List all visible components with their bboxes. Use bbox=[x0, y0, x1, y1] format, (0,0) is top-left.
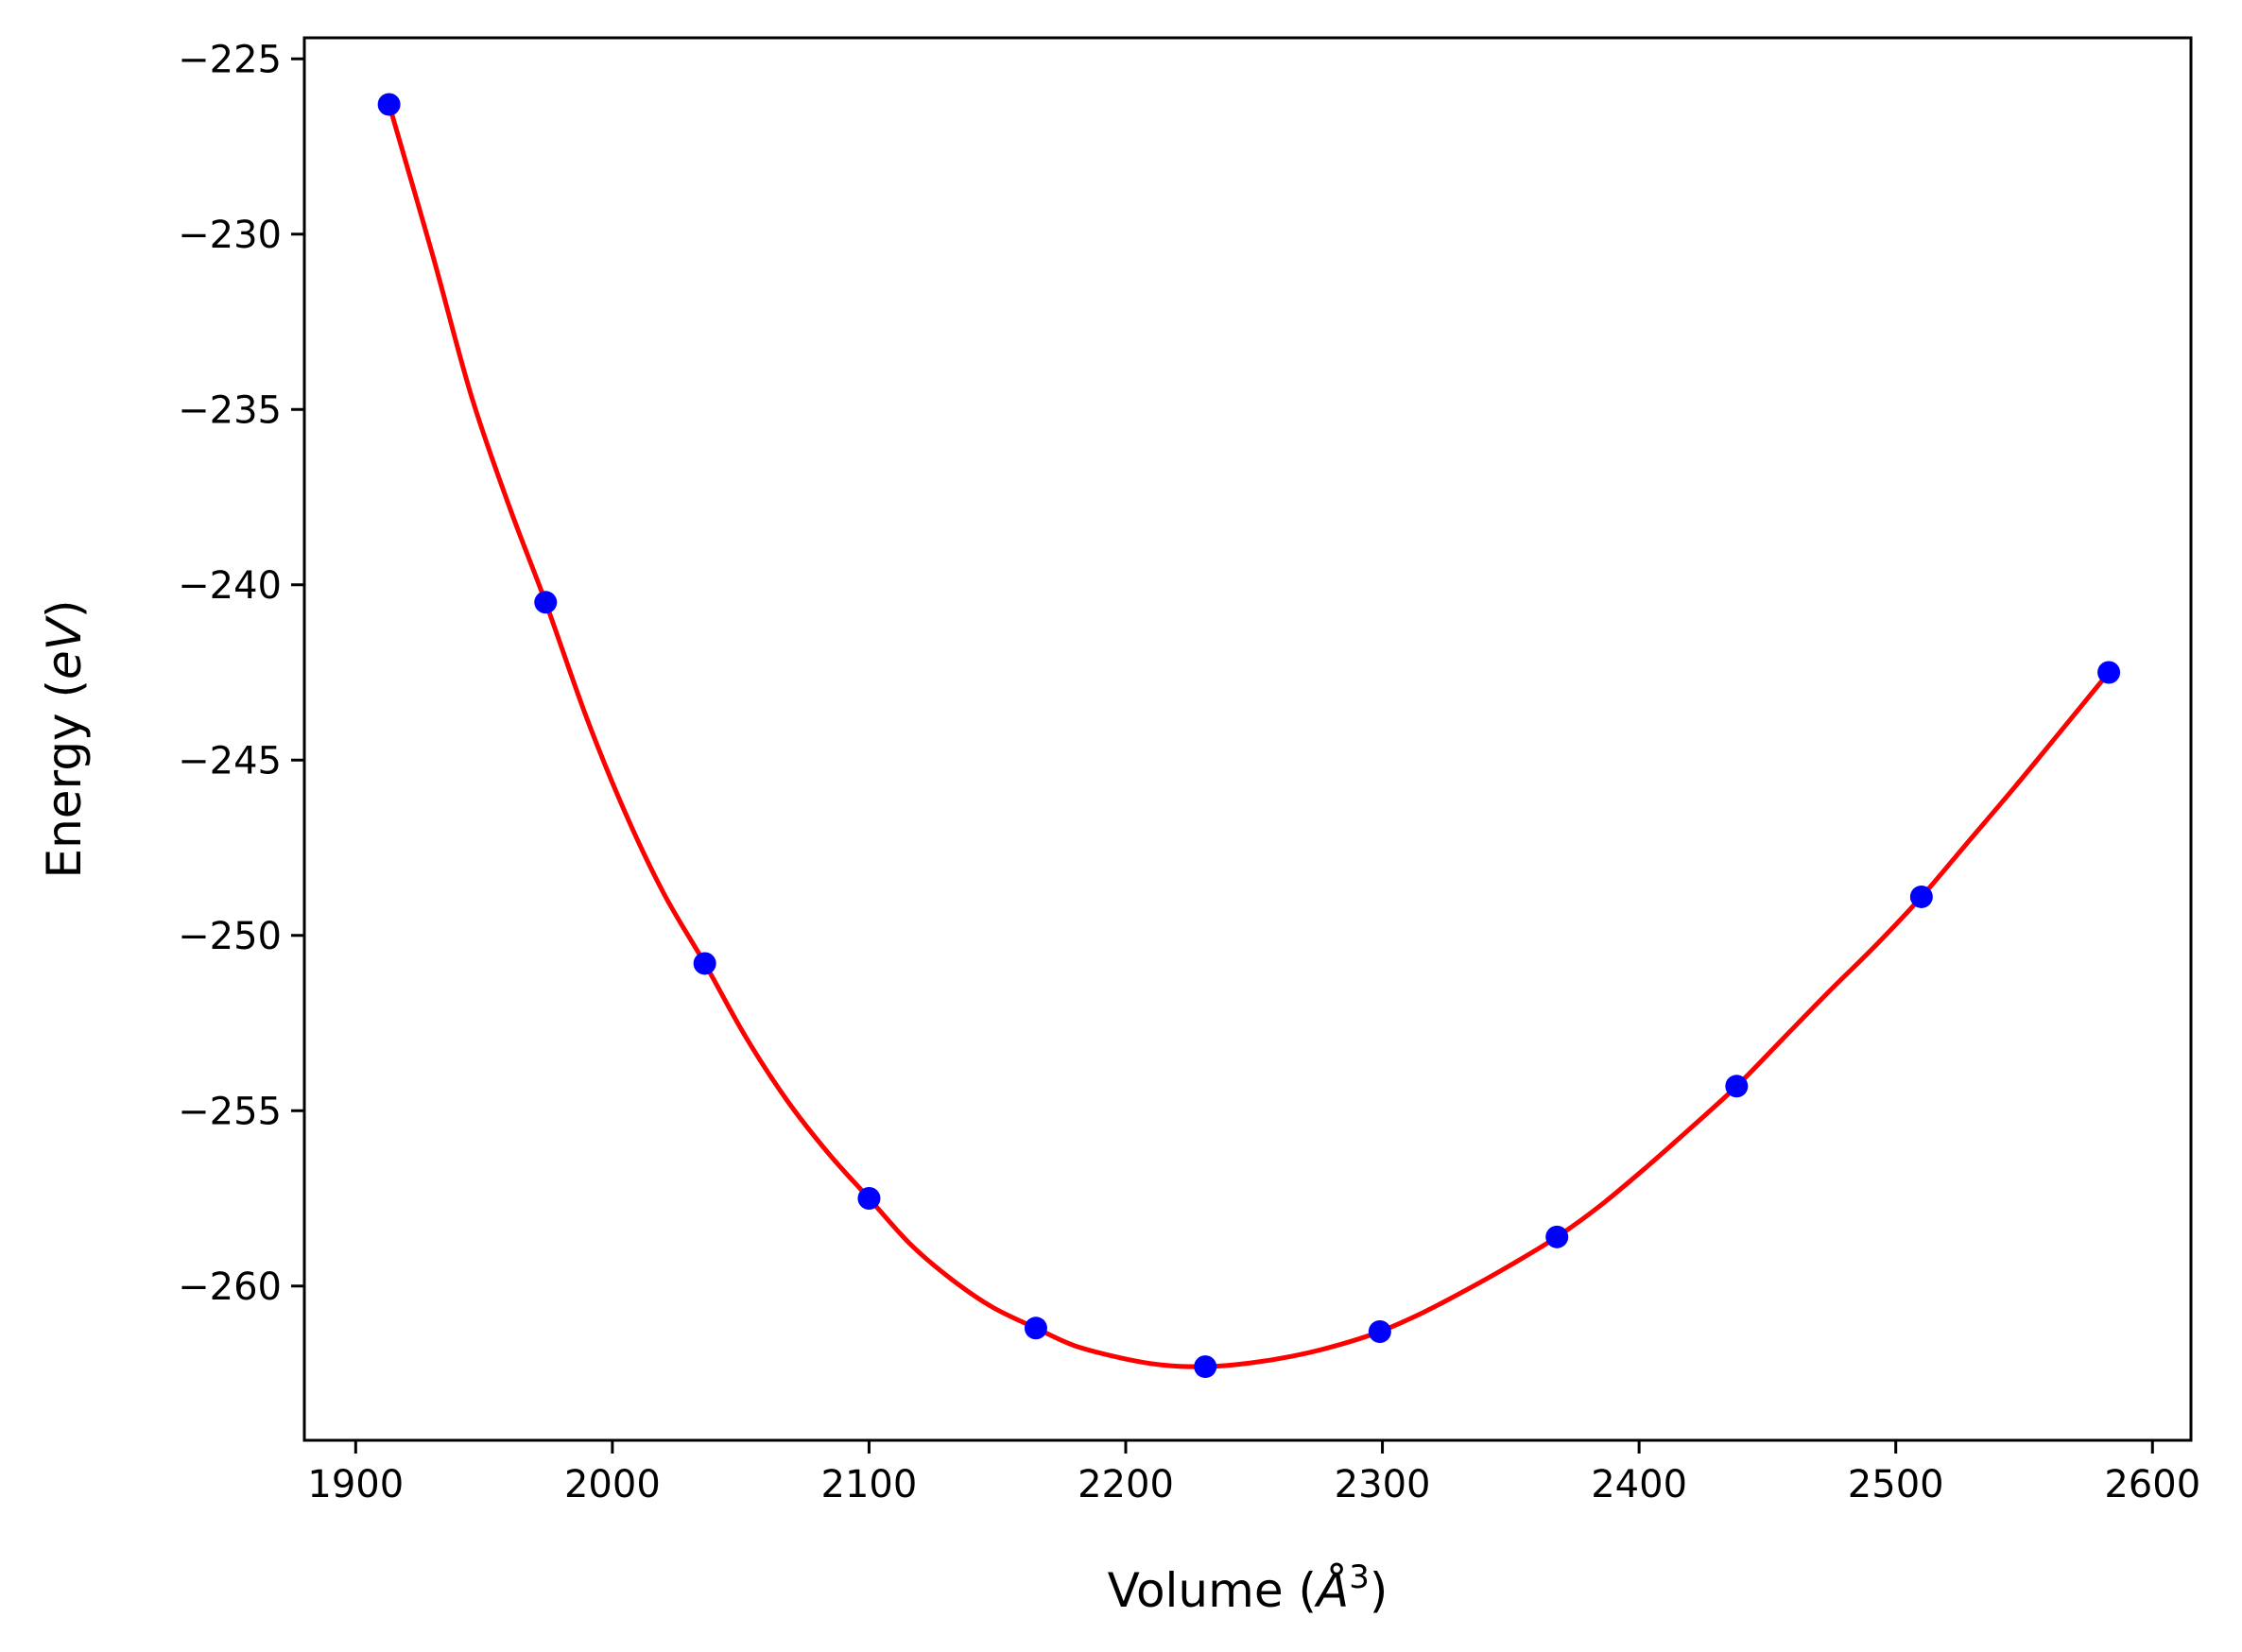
data-point bbox=[1545, 1225, 1569, 1248]
y-axis-label: Energy (eV) bbox=[37, 600, 92, 879]
y-tick-label: −235 bbox=[178, 388, 282, 432]
x-tick-label: 2500 bbox=[1848, 1463, 1944, 1506]
data-point bbox=[1368, 1319, 1391, 1343]
axes-frame bbox=[302, 36, 2193, 1442]
y-tick-label: −225 bbox=[178, 38, 282, 81]
x-tick-label: 1900 bbox=[307, 1463, 404, 1506]
plot-area bbox=[377, 93, 2121, 1379]
y-tick-label: −255 bbox=[178, 1090, 282, 1133]
x-tick-label: 2300 bbox=[1335, 1463, 1431, 1506]
data-point bbox=[1725, 1075, 1749, 1098]
y-tick-label: −230 bbox=[178, 214, 282, 257]
data-point bbox=[1194, 1355, 1217, 1379]
y-tick-label: −250 bbox=[178, 915, 282, 958]
x-tick-label: 2600 bbox=[2104, 1463, 2200, 1506]
data-point bbox=[857, 1187, 881, 1211]
x-axis-label: Volume (Å3) bbox=[1108, 1558, 1388, 1618]
x-tick-label: 2100 bbox=[821, 1463, 918, 1506]
data-point bbox=[534, 591, 558, 614]
fit-curve bbox=[387, 103, 2112, 1369]
y-tick-label: −260 bbox=[178, 1265, 282, 1309]
data-point bbox=[1909, 885, 1933, 908]
axis-ticks: 1900 2000 2100 2200 2300 2400 2500 2600 −225 −230… bbox=[178, 38, 2200, 1506]
y-tick-label: −245 bbox=[178, 739, 282, 783]
data-point bbox=[693, 952, 716, 975]
y-tick-label: −240 bbox=[178, 564, 282, 608]
data-point bbox=[1024, 1316, 1047, 1340]
x-tick-label: 2000 bbox=[564, 1463, 661, 1506]
data-point bbox=[2097, 661, 2121, 684]
data-point bbox=[377, 93, 401, 116]
x-tick-label: 2400 bbox=[1591, 1463, 1687, 1506]
x-tick-label: 2200 bbox=[1078, 1463, 1174, 1506]
